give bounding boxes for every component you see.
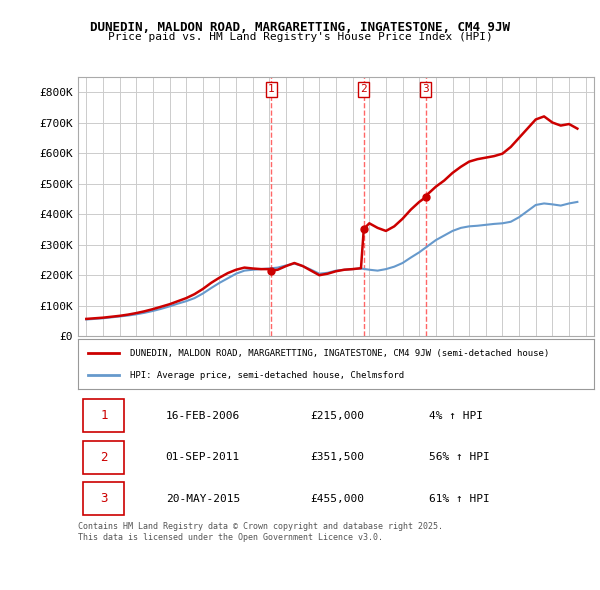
FancyBboxPatch shape: [83, 441, 124, 474]
Text: 3: 3: [100, 492, 107, 505]
Text: Contains HM Land Registry data © Crown copyright and database right 2025.
This d: Contains HM Land Registry data © Crown c…: [78, 522, 443, 542]
Text: HPI: Average price, semi-detached house, Chelmsford: HPI: Average price, semi-detached house,…: [130, 371, 404, 380]
Text: DUNEDIN, MALDON ROAD, MARGARETTING, INGATESTONE, CM4 9JW: DUNEDIN, MALDON ROAD, MARGARETTING, INGA…: [90, 21, 510, 34]
Text: 16-FEB-2006: 16-FEB-2006: [166, 411, 240, 421]
Text: DUNEDIN, MALDON ROAD, MARGARETTING, INGATESTONE, CM4 9JW (semi-detached house): DUNEDIN, MALDON ROAD, MARGARETTING, INGA…: [130, 349, 549, 358]
Text: 4% ↑ HPI: 4% ↑ HPI: [429, 411, 483, 421]
Text: 2: 2: [100, 451, 107, 464]
Text: 2: 2: [361, 84, 367, 94]
Text: £351,500: £351,500: [310, 453, 364, 462]
Text: 3: 3: [422, 84, 429, 94]
FancyBboxPatch shape: [83, 482, 124, 515]
Text: 61% ↑ HPI: 61% ↑ HPI: [429, 494, 490, 503]
Text: 1: 1: [100, 409, 107, 422]
FancyBboxPatch shape: [83, 399, 124, 432]
Text: £455,000: £455,000: [310, 494, 364, 503]
Text: £215,000: £215,000: [310, 411, 364, 421]
Text: 56% ↑ HPI: 56% ↑ HPI: [429, 453, 490, 462]
Text: 20-MAY-2015: 20-MAY-2015: [166, 494, 240, 503]
Text: 1: 1: [268, 84, 275, 94]
Text: 01-SEP-2011: 01-SEP-2011: [166, 453, 240, 462]
Text: Price paid vs. HM Land Registry's House Price Index (HPI): Price paid vs. HM Land Registry's House …: [107, 32, 493, 42]
